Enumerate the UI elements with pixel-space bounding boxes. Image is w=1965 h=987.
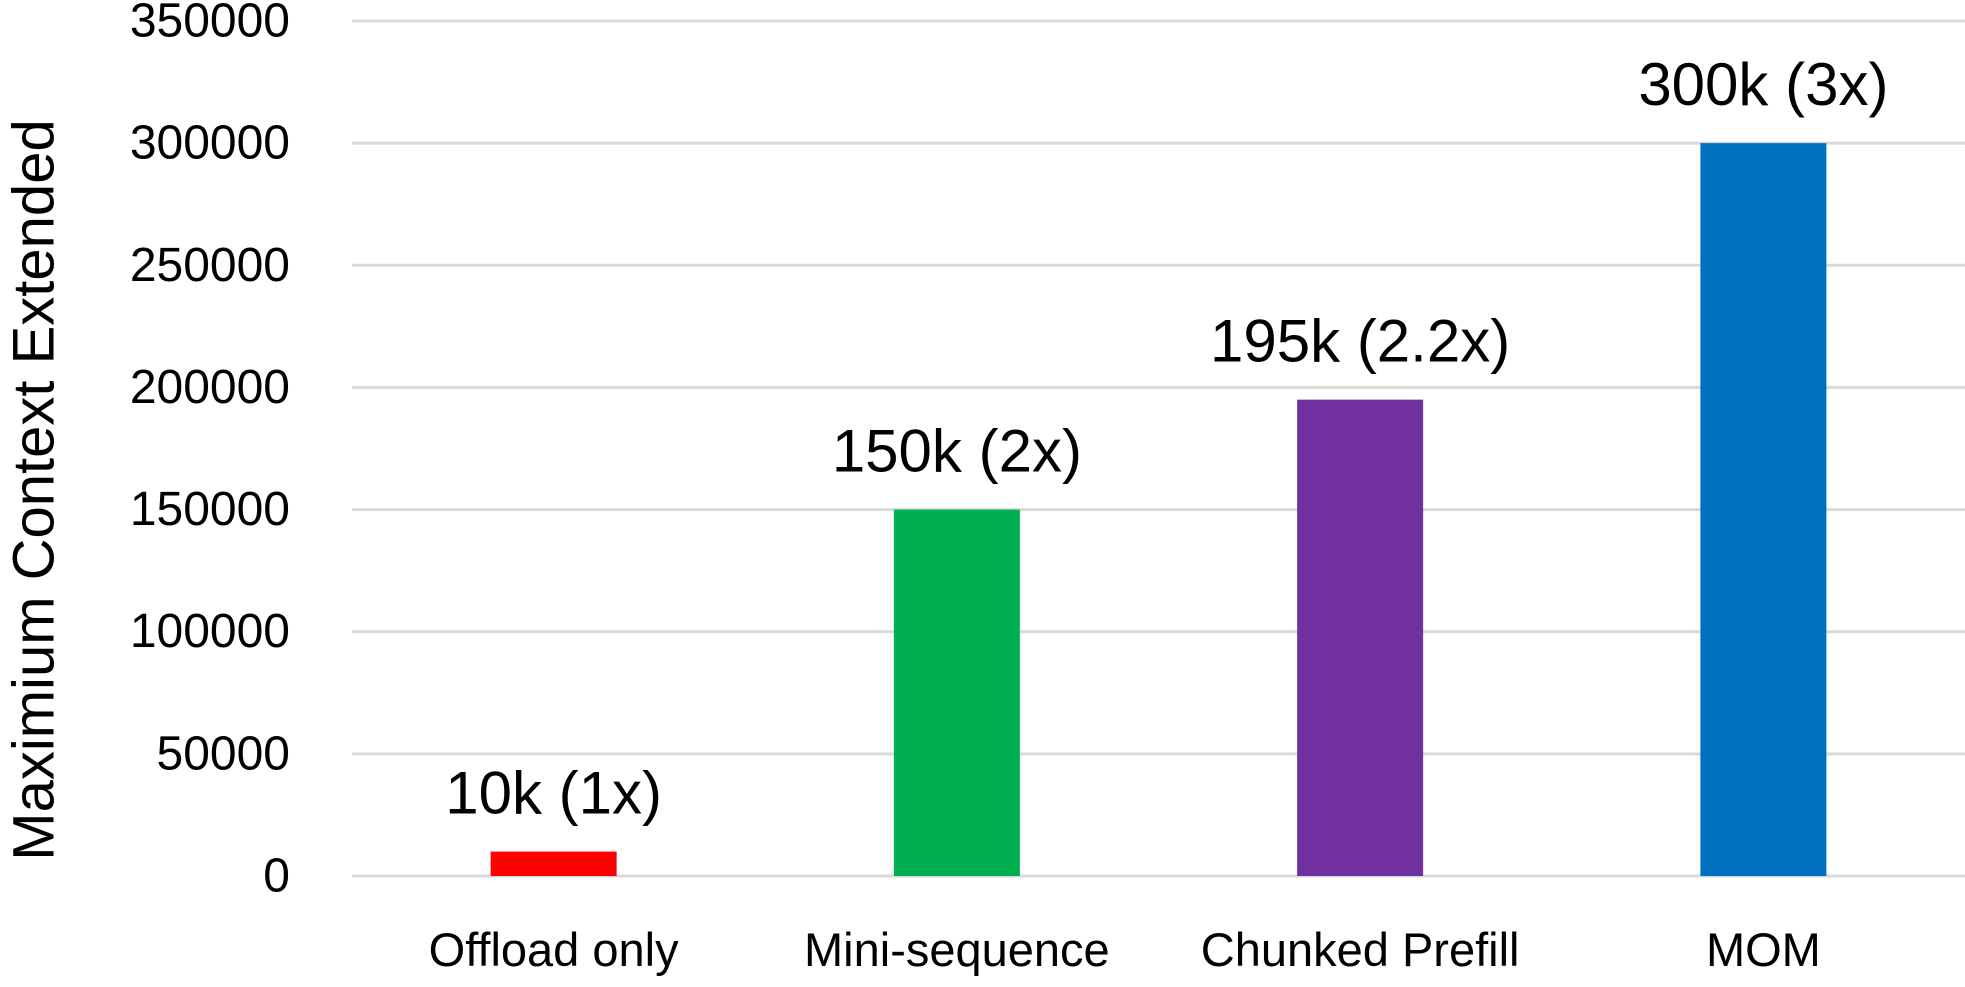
bar — [893, 509, 1020, 876]
data-label: 300k (3x) — [1638, 51, 1888, 118]
data-label: 10k (1x) — [445, 760, 662, 827]
x-category-label: MOM — [1706, 923, 1821, 976]
x-category-label: Mini-sequence — [804, 923, 1110, 976]
data-labels: 10k (1x) 150k (2x) 195k (2.2x) 300k (3x) — [445, 51, 1888, 826]
y-tick-label: 300000 — [130, 117, 290, 170]
gridlines — [352, 19, 1965, 878]
y-axis-ticks: 0 50000 100000 150000 200000 250000 300000 3500… — [130, 0, 290, 903]
y-tick-label: 100000 — [130, 605, 290, 658]
bar — [1700, 143, 1827, 877]
data-label: 195k (2.2x) — [1210, 308, 1510, 375]
bar — [1297, 399, 1424, 876]
y-tick-label: 50000 — [157, 727, 290, 780]
y-tick-label: 0 — [263, 850, 290, 903]
y-axis-title: Maximium Context Extended — [2, 119, 67, 860]
bar — [490, 851, 617, 876]
data-label: 150k (2x) — [832, 418, 1082, 485]
y-tick-label: 150000 — [130, 483, 290, 536]
y-tick-label: 350000 — [130, 0, 290, 48]
x-category-label: Chunked Prefill — [1201, 923, 1520, 976]
x-axis-categories: Offload only Mini-sequence Chunked Prefill… — [429, 923, 1821, 976]
y-tick-label: 250000 — [130, 239, 290, 292]
x-category-label: Offload only — [429, 923, 679, 976]
bars — [490, 143, 1827, 877]
y-tick-label: 200000 — [130, 361, 290, 414]
